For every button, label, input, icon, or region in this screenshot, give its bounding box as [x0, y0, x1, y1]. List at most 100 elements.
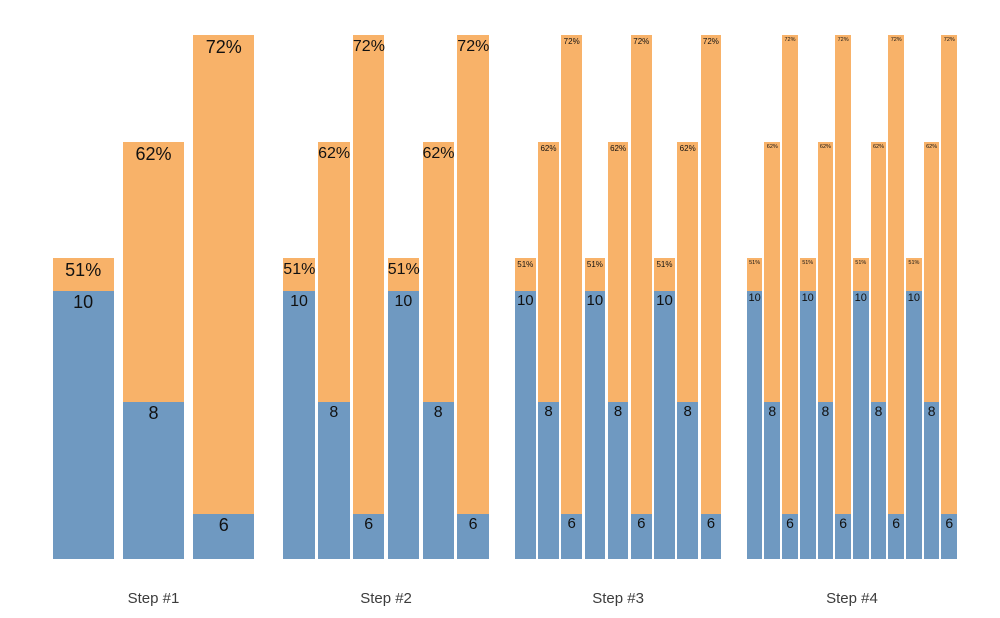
stacked-bar: 72% 6	[352, 35, 385, 559]
count-label: 10	[516, 292, 534, 309]
stacked-bar: 62% 8	[123, 142, 184, 559]
count-label: 6	[706, 515, 716, 532]
pct-label: 51%	[908, 260, 920, 266]
count-label: 6	[945, 515, 954, 531]
stacked-bar: 51% 10	[283, 258, 315, 559]
pct-label: 51%	[802, 260, 814, 266]
stacked-bar: 72% 6	[561, 35, 582, 559]
count-label: 10	[394, 293, 413, 310]
count-segment: 8	[123, 402, 184, 559]
count-label: 10	[656, 292, 673, 309]
pct-label: 62%	[819, 144, 831, 150]
count-label: 8	[613, 403, 623, 420]
count-segment: 8	[764, 402, 781, 559]
count-segment: 10	[283, 291, 315, 559]
pct-label: 62%	[540, 144, 557, 153]
count-segment: 10	[515, 291, 536, 559]
stacked-bar: 51% 10	[52, 258, 114, 559]
stacked-bar: 62% 8	[817, 142, 834, 559]
count-label: 10	[748, 292, 761, 304]
count-segment: 6	[888, 514, 905, 559]
count-label: 10	[801, 292, 814, 304]
stacked-bar: 51% 10	[387, 258, 420, 559]
stacked-bar: 62% 8	[923, 142, 940, 559]
pct-label: 62%	[422, 145, 455, 162]
stacked-bar: 62% 8	[422, 142, 455, 559]
pct-label: 72%	[563, 37, 580, 46]
pct-label: 72%	[702, 37, 719, 46]
pct-label: 51%	[749, 260, 761, 266]
count-label: 10	[290, 293, 308, 310]
pct-label: 72%	[784, 37, 796, 43]
pct-label: 51%	[586, 260, 603, 269]
stacked-bar: 51% 10	[654, 258, 675, 559]
count-label: 10	[586, 292, 604, 309]
count-segment: 10	[852, 291, 869, 559]
count-segment: 8	[422, 402, 454, 559]
stacked-bar: 62% 8	[764, 142, 781, 559]
count-label: 10	[854, 292, 867, 304]
stacked-bar: 72% 6	[700, 35, 722, 559]
count-label: 8	[927, 403, 936, 419]
stacked-bar: 72% 6	[888, 35, 905, 559]
count-label: 6	[637, 515, 646, 532]
stacked-bar: 62% 8	[870, 142, 887, 559]
pct-label: 62%	[318, 145, 351, 162]
count-segment: 6	[700, 514, 722, 559]
pct-label: 72%	[457, 38, 490, 55]
step-label: Step #2	[360, 590, 412, 607]
stacked-bar: 72% 6	[193, 35, 255, 559]
count-label: 8	[544, 403, 553, 420]
stacked-bar: 51% 10	[799, 258, 816, 559]
count-segment: 10	[906, 291, 922, 559]
count-segment: 10	[654, 291, 675, 559]
pct-label: 62%	[610, 144, 627, 153]
count-label: 10	[907, 292, 921, 304]
pct-label: 62%	[679, 144, 696, 153]
step-label: Step #4	[826, 590, 878, 607]
stacked-bar: 72% 6	[457, 35, 489, 559]
count-segment: 8	[607, 402, 629, 559]
count-label: 6	[468, 516, 478, 533]
count-label: 6	[218, 515, 229, 535]
pct-label: 51%	[283, 261, 316, 278]
pct-label: 62%	[926, 144, 938, 150]
count-segment: 8	[817, 402, 834, 559]
pct-label: 51%	[387, 261, 420, 278]
stacked-bar: 51% 10	[852, 258, 869, 559]
stacked-bar: 51% 10	[515, 258, 536, 559]
pct-label: 51%	[65, 260, 102, 280]
stacked-bar: 62% 8	[538, 142, 559, 559]
pct-label: 72%	[890, 37, 902, 43]
step-label: Step #1	[127, 590, 180, 607]
pct-label: 51%	[656, 260, 673, 269]
count-label: 8	[433, 404, 443, 421]
pct-label: 72%	[943, 37, 955, 43]
count-segment: 8	[318, 402, 350, 559]
count-segment: 6	[941, 514, 958, 559]
stacked-bar: 51% 10	[906, 258, 922, 559]
pct-label: 72%	[837, 37, 849, 43]
count-label: 6	[892, 515, 901, 531]
count-segment: 6	[193, 514, 255, 559]
count-label: 6	[786, 515, 794, 531]
count-label: 6	[567, 515, 576, 532]
count-label: 8	[329, 404, 339, 421]
stacked-bar: 72% 6	[782, 35, 798, 559]
step-label: Step #3	[592, 590, 644, 607]
count-segment: 8	[923, 402, 940, 559]
count-label: 8	[821, 403, 830, 419]
count-segment: 6	[352, 514, 385, 559]
pct-label: 62%	[872, 144, 884, 150]
count-segment: 10	[584, 291, 606, 559]
count-label: 10	[73, 292, 94, 312]
pct-label: 62%	[135, 144, 172, 164]
count-segment: 8	[870, 402, 887, 559]
stacked-bar: 51% 10	[584, 258, 606, 559]
count-segment: 8	[677, 402, 698, 559]
stacked-bar: 72% 6	[631, 35, 652, 559]
count-label: 8	[148, 403, 159, 423]
count-segment: 6	[457, 514, 489, 559]
stacked-bar: 72% 6	[941, 35, 958, 559]
